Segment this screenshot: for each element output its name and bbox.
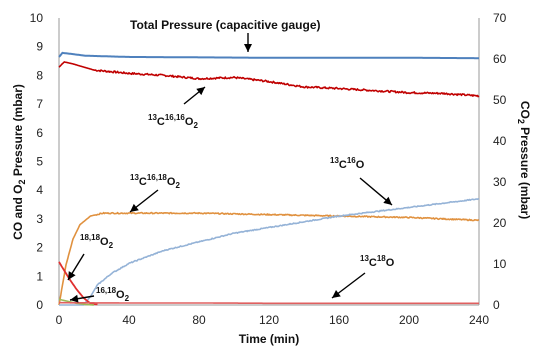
c16o-label: 13C16O — [330, 156, 365, 171]
y-right-tick-label: 20 — [493, 216, 507, 230]
y-right-tick-label: 40 — [493, 134, 507, 148]
arrow-total-head — [244, 44, 252, 52]
y-left-tick-label: 9 — [36, 40, 43, 54]
y-left-tick-label: 5 — [36, 155, 43, 169]
y-left-tick-label: 10 — [30, 11, 44, 25]
total-pressure-label: Total Pressure (capacitive gauge) — [130, 18, 321, 32]
x-tick-label: 120 — [259, 313, 279, 327]
c18o-label: 13C18O — [360, 254, 395, 269]
arrow-c1618o2-head — [130, 203, 139, 212]
annotation-arrows — [67, 33, 393, 303]
arrow-c1616o2-head — [196, 87, 205, 96]
y-right-tick-label: 30 — [493, 175, 507, 189]
arrow-o1618-head — [70, 294, 79, 303]
y-left-tick-label: 0 — [36, 298, 43, 312]
o1818-label: 18,18O2 — [80, 233, 114, 250]
y-left-tick-label: 4 — [36, 183, 43, 197]
arrow-o1818-head — [68, 271, 76, 280]
series-line-c1618o2 — [58, 211, 480, 306]
y-left-tick-labels: 0 1 2 3 4 5 6 7 8 9 10 — [30, 11, 44, 312]
series-line-c16o — [59, 198, 480, 306]
x-tick-label: 40 — [122, 313, 136, 327]
y-left-axis-title: CO and O2 Pressure (mbar) — [11, 84, 27, 240]
o1618-label: 16,18O2 — [96, 286, 130, 303]
y-left-tick-label: 3 — [36, 212, 43, 226]
x-tick-label: 240 — [469, 313, 489, 327]
y-right-tick-label: 10 — [493, 257, 507, 271]
y-right-tick-labels: 0 10 20 30 40 50 60 70 — [493, 11, 507, 312]
y-left-tick-label: 7 — [36, 97, 43, 111]
x-axis-title: Time (min) — [239, 332, 299, 346]
series-line-c1616o2 — [58, 61, 480, 98]
x-tick-label: 80 — [192, 313, 206, 327]
y-right-tick-label: 60 — [493, 52, 507, 66]
y-left-tick-label: 2 — [36, 241, 43, 255]
y-right-tick-label: 50 — [493, 93, 507, 107]
series-line-o1818 — [58, 261, 98, 306]
y-left-tick-label: 6 — [36, 126, 43, 140]
y-left-tick-label: 8 — [36, 68, 43, 82]
x-tick-labels: 0 40 80 120 160 200 240 — [56, 313, 490, 327]
series-layer — [58, 51, 480, 306]
arrow-c16o-head — [383, 196, 392, 205]
y-right-axis-title: CO2 Pressure (mbar) — [516, 101, 532, 219]
series-line-c18o — [59, 301, 479, 305]
x-tick-label: 0 — [56, 313, 63, 327]
c1618o2-label: 13C16,18O2 — [130, 173, 180, 190]
y-right-tick-label: 0 — [493, 298, 500, 312]
arrow-c18o-head — [332, 290, 341, 298]
x-tick-label: 200 — [399, 313, 419, 327]
series-line-total — [58, 51, 480, 60]
y-right-tick-label: 70 — [493, 11, 507, 25]
c1616o2-label: 13C16,16O2 — [148, 113, 198, 130]
y-left-tick-label: 1 — [36, 269, 43, 283]
x-tick-label: 160 — [329, 313, 349, 327]
